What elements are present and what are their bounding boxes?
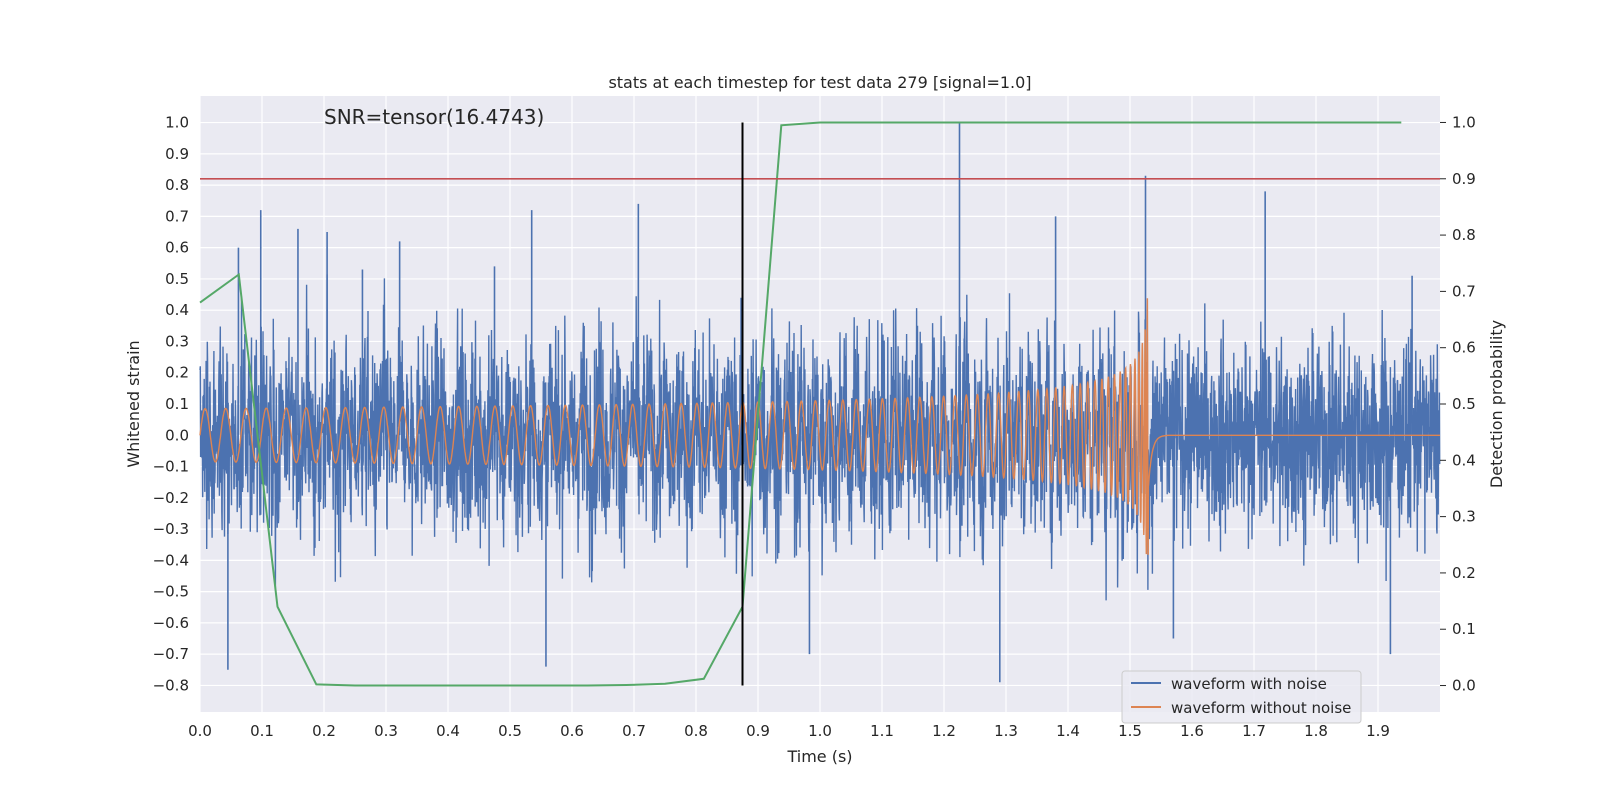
y-axis-right-label: Detection probability: [1487, 320, 1506, 488]
y-tick-label: −0.7: [153, 645, 189, 663]
x-axis-label: Time (s): [786, 747, 852, 766]
x-tick-label: 1.7: [1242, 722, 1266, 740]
x-tick-label: 0.9: [746, 722, 770, 740]
y-tick-label: 0.4: [165, 301, 189, 319]
y-right-tick-label: 1.0: [1452, 113, 1476, 131]
chart-title: stats at each timestep for test data 279…: [608, 73, 1031, 92]
x-tick-label: 0.4: [436, 722, 460, 740]
legend-box: [1121, 670, 1362, 724]
y-right-tick-label: 0.0: [1452, 677, 1476, 695]
x-tick-label: 1.1: [870, 722, 894, 740]
x-tick-label: 0.5: [498, 722, 522, 740]
y-tick-label: −0.2: [153, 489, 189, 507]
y-tick-label: 0.3: [165, 332, 189, 350]
y-right-tick-label: 0.2: [1452, 564, 1476, 582]
y-right-tick-label: 0.7: [1452, 282, 1476, 300]
y-right-tick-label: 0.6: [1452, 339, 1476, 357]
y-tick-label: 0.7: [165, 207, 189, 225]
y-right-tick-label: 0.8: [1452, 226, 1476, 244]
x-tick-label: 1.4: [1056, 722, 1080, 740]
y-right-tick-label: 0.1: [1452, 620, 1476, 638]
y-tick-label: −0.5: [153, 583, 189, 601]
y-tick-label: −0.4: [153, 551, 189, 569]
x-tick-label: 1.2: [932, 722, 956, 740]
y-tick-label: 1.0: [165, 114, 189, 132]
legend-label-clean: waveform without noise: [1171, 699, 1351, 717]
y-axis-label: Whitened strain: [124, 340, 143, 467]
x-tick-label: 1.6: [1180, 722, 1204, 740]
x-tick-label: 1.3: [994, 722, 1018, 740]
y-right-tick-label: 0.3: [1452, 508, 1476, 526]
clean-waveform-line: [199, 298, 1440, 555]
y-tick-label: −0.3: [153, 520, 189, 538]
x-tick-label: 1.8: [1304, 722, 1328, 740]
y-tick-label: −0.8: [153, 676, 189, 694]
x-tick-label: 1.9: [1366, 722, 1390, 740]
y-tick-label: 0.1: [165, 395, 189, 413]
reference-lines: [200, 122, 1440, 686]
x-tick-label: 1.5: [1118, 722, 1142, 740]
noisy-waveform-line: [199, 274, 1441, 601]
y-axis-right-ticks: 1.0 0.9 0.8 0.7 0.6 0.5 0.4 0.3 0.2 0.1 0.0: [1440, 113, 1476, 695]
probability-line: [199, 121, 1402, 687]
y-tick-label: 0.2: [165, 364, 189, 382]
y-tick-label: 0.0: [165, 426, 189, 444]
x-tick-label: 0.1: [250, 722, 274, 740]
snr-annotation: SNR=tensor(16.4743): [324, 105, 544, 129]
x-tick-label: 0.8: [684, 722, 708, 740]
y-right-tick-label: 0.4: [1452, 451, 1476, 469]
x-axis-ticks: 0.0 0.1 0.2 0.3 0.4 0.5 0.6 0.7 0.8 0.9 1.0 1.1 1.2 1…: [188, 722, 1390, 740]
y-axis-ticks: 1.0 0.9 0.8 0.7 0.6 0.5 0.4 0.3 0.2 0.1 0.0 −0.1 −0.…: [153, 114, 189, 695]
y-tick-label: 0.9: [165, 145, 189, 163]
series-detection-probability: [199, 121, 1402, 687]
x-tick-label: 0.2: [312, 722, 336, 740]
y-tick-label: 0.5: [165, 270, 189, 288]
x-tick-label: 0.6: [560, 722, 584, 740]
x-tick-label: 0.7: [622, 722, 646, 740]
legend-label-noisy: waveform with noise: [1171, 675, 1327, 693]
y-right-tick-label: 0.9: [1452, 170, 1476, 188]
x-tick-label: 0.0: [188, 722, 212, 740]
y-tick-label: 0.8: [165, 176, 189, 194]
x-tick-label: 0.3: [374, 722, 398, 740]
y-tick-label: 0.6: [165, 239, 189, 257]
x-tick-label: 1.0: [808, 722, 832, 740]
y-tick-label: −0.6: [153, 614, 189, 632]
series-waveform-without-noise: [199, 298, 1440, 555]
y-tick-label: −0.1: [153, 458, 189, 476]
legend: waveform with noise waveform without noi…: [1121, 670, 1362, 724]
y-right-tick-label: 0.5: [1452, 395, 1476, 413]
